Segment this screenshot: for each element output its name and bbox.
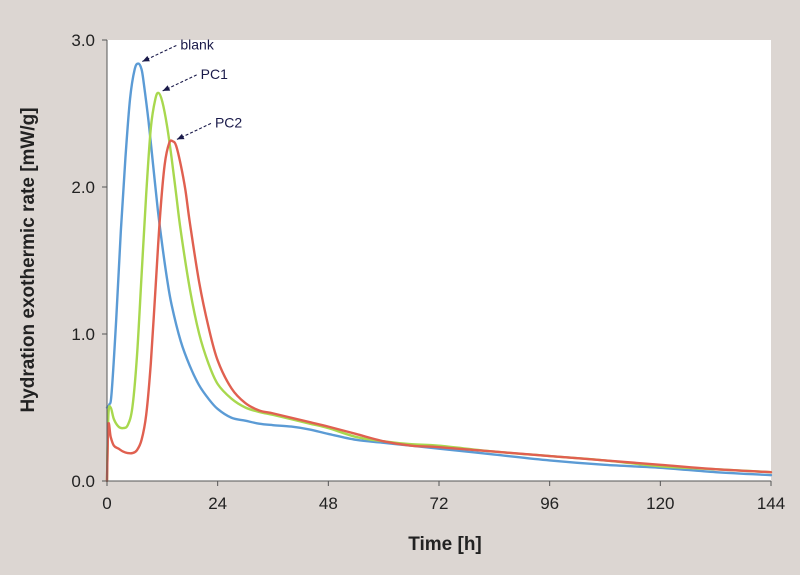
- x-tick-label: 48: [319, 494, 338, 513]
- series-layer: [105, 62, 773, 483]
- annotation-arrow: [162, 74, 197, 92]
- x-tick-label: 144: [757, 494, 785, 513]
- x-ticks: 0 24 48 72 96 120 144: [102, 481, 785, 513]
- x-tick-label: 72: [430, 494, 449, 513]
- annotation-label-blank: blank: [180, 37, 214, 53]
- annotation-layer: blank PC1 PC2: [142, 37, 242, 140]
- x-tick-label: 24: [208, 494, 227, 513]
- series-line-pc2: [105, 139, 773, 483]
- annotation-label-pc2: PC2: [215, 114, 242, 130]
- x-tick-label: 120: [646, 494, 674, 513]
- annotation-arrow: [176, 122, 212, 140]
- y-tick-label: 0.0: [71, 472, 95, 491]
- y-ticks: 0.0 1.0 2.0 3.0: [71, 31, 107, 491]
- y-tick-label: 1.0: [71, 325, 95, 344]
- annotation-arrow: [142, 45, 177, 63]
- plot-area: [107, 40, 771, 481]
- series-line-pc1: [105, 91, 773, 483]
- y-axis-title: Hydration exothermic rate [mW/g]: [18, 107, 39, 412]
- x-axis-title: Time [h]: [408, 534, 482, 555]
- x-tick-label: 0: [102, 494, 111, 513]
- y-tick-label: 3.0: [71, 31, 95, 50]
- x-tick-label: 96: [540, 494, 559, 513]
- y-tick-label: 2.0: [71, 178, 95, 197]
- annotation-label-pc1: PC1: [201, 66, 228, 82]
